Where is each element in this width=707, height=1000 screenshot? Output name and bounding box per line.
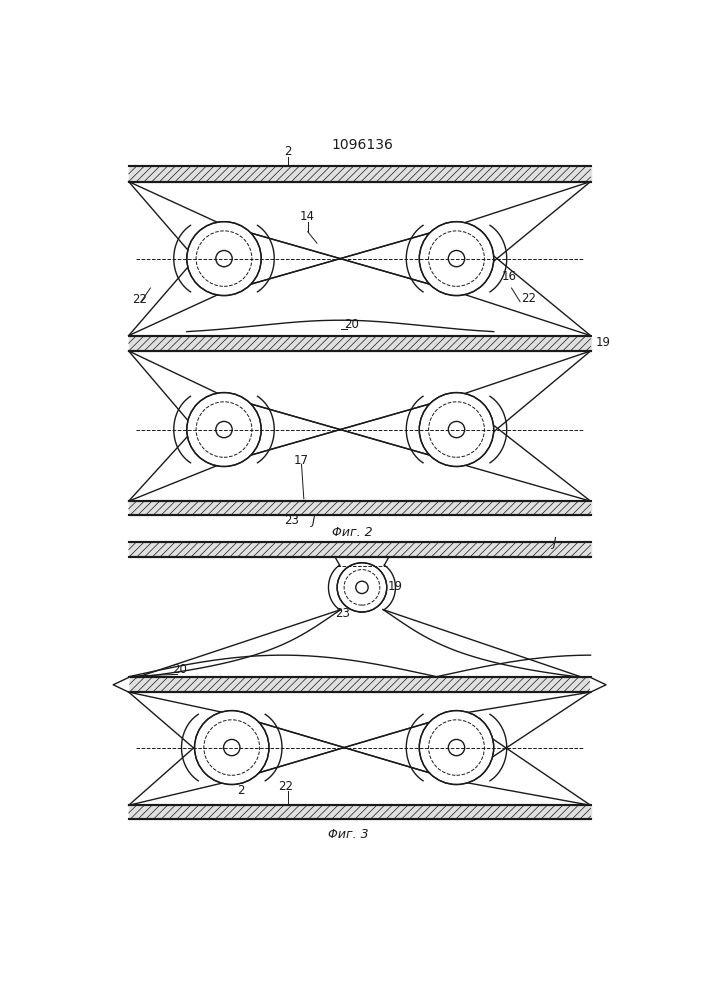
Text: 20: 20 [344,318,359,331]
Text: 16: 16 [501,270,516,283]
Text: 23: 23 [284,514,299,527]
Text: 16: 16 [450,724,465,737]
Text: 1096136: 1096136 [331,138,393,152]
Text: Φиг. 2: Φиг. 2 [332,526,372,539]
Text: 15: 15 [232,237,247,250]
Text: Φиг. 3: Φиг. 3 [327,828,368,841]
Circle shape [187,393,261,466]
Text: 17: 17 [293,454,309,467]
Circle shape [419,711,493,785]
Circle shape [337,563,387,612]
Circle shape [187,222,261,296]
Text: 22: 22 [279,780,293,793]
Circle shape [194,711,269,785]
Polygon shape [590,677,606,692]
Text: 2: 2 [284,145,291,158]
Text: 16: 16 [233,270,248,283]
Text: 14: 14 [299,210,314,223]
Text: 18: 18 [240,404,255,417]
Text: 22: 22 [521,292,536,305]
Text: 19: 19 [595,336,610,349]
Polygon shape [113,677,129,692]
Text: 19: 19 [388,580,403,593]
Text: 2: 2 [237,784,245,797]
Circle shape [419,393,493,466]
Text: 23: 23 [335,607,350,620]
Text: J: J [312,514,315,527]
Circle shape [419,222,493,296]
Text: 22: 22 [132,293,147,306]
Text: J: J [554,536,557,549]
Text: 20: 20 [172,663,187,676]
